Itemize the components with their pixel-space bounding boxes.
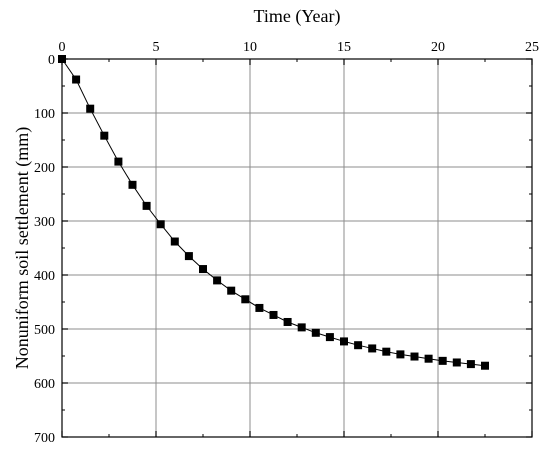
data-point bbox=[438, 356, 447, 365]
data-point bbox=[382, 347, 391, 356]
data-point bbox=[72, 75, 81, 84]
data-point bbox=[86, 104, 95, 113]
data-point bbox=[142, 201, 151, 210]
tick-labels: 0 5 10 15 20 25 0 100 200 300 400 500 600 700 bbox=[34, 40, 539, 446]
data-point bbox=[283, 317, 292, 326]
y-tick-label: 0 bbox=[48, 53, 55, 68]
data-point bbox=[340, 337, 348, 346]
data-point bbox=[325, 333, 334, 342]
data-point bbox=[481, 361, 489, 370]
data-series bbox=[58, 55, 489, 370]
data-point bbox=[396, 350, 405, 359]
x-tick-label: 10 bbox=[243, 40, 257, 55]
data-point bbox=[466, 360, 475, 369]
plot-frame bbox=[61, 58, 533, 438]
x-tick-label: 15 bbox=[337, 40, 351, 55]
data-point bbox=[452, 358, 461, 367]
data-point bbox=[58, 55, 66, 63]
data-point bbox=[241, 295, 250, 304]
x-tick-label: 0 bbox=[59, 40, 66, 55]
y-tick-label: 200 bbox=[34, 161, 55, 176]
data-point bbox=[128, 180, 137, 189]
x-axis-title: Time (Year) bbox=[253, 6, 340, 27]
y-axis-title: Nonuniform soil settlement (mm) bbox=[12, 127, 33, 369]
x-tick-label: 20 bbox=[431, 40, 445, 55]
data-point bbox=[410, 352, 419, 361]
data-point bbox=[199, 265, 207, 274]
y-tick-label: 400 bbox=[34, 269, 55, 284]
y-tick-label: 700 bbox=[34, 431, 55, 446]
axis-ticks bbox=[61, 58, 533, 438]
data-point bbox=[170, 237, 179, 246]
data-point bbox=[114, 157, 123, 166]
x-tick-label: 25 bbox=[525, 40, 539, 55]
y-tick-label: 100 bbox=[34, 107, 55, 122]
x-tick-label: 5 bbox=[153, 40, 160, 55]
grid bbox=[62, 59, 532, 437]
data-point bbox=[184, 252, 193, 261]
data-point bbox=[311, 328, 320, 337]
series-line bbox=[61, 58, 486, 367]
data-point bbox=[368, 344, 377, 353]
y-tick-label: 500 bbox=[34, 323, 55, 338]
data-point bbox=[297, 323, 306, 332]
data-point bbox=[269, 310, 278, 319]
y-tick-label: 600 bbox=[34, 377, 55, 392]
y-tick-label: 300 bbox=[34, 215, 55, 230]
data-point bbox=[424, 354, 433, 363]
data-point bbox=[100, 131, 109, 140]
data-point bbox=[354, 341, 363, 350]
data-point bbox=[213, 276, 222, 285]
data-point bbox=[156, 220, 165, 229]
data-point bbox=[227, 286, 236, 295]
data-point bbox=[255, 303, 264, 312]
